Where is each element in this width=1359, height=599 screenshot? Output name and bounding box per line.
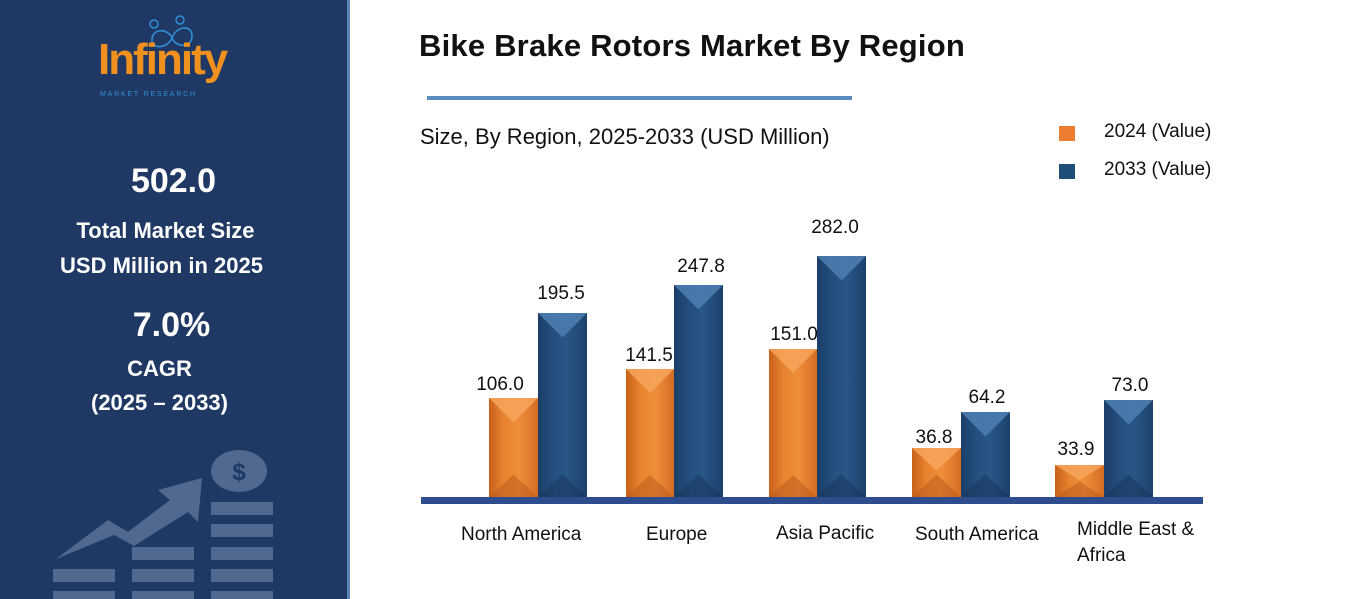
bar-2033-north-america [538, 313, 587, 497]
bar-2033-south-america [961, 412, 1010, 497]
value-label-2033-north-america: 195.5 [537, 283, 585, 304]
chart-title: Bike Brake Rotors Market By Region [419, 28, 966, 63]
x-tick-asia-pacific: Asia Pacific [776, 523, 875, 544]
market-size-label: Total Market Size [76, 218, 255, 243]
value-label-2033-europe: 247.8 [677, 256, 725, 277]
value-label-2024-europe: 141.5 [625, 345, 673, 366]
x-tick-north-america: North America [461, 524, 582, 545]
value-label-2033-middle-east-africa: 73.0 [1111, 375, 1149, 396]
cagr-label: CAGR [127, 356, 192, 381]
legend-swatch-2033 [1059, 164, 1075, 179]
logo-tagline: MARKET RESEARCH [100, 91, 197, 98]
legend-label-2033: 2033 (Value) [1104, 159, 1212, 180]
cagr-period: (2025 – 2033) [91, 390, 228, 415]
infinity-logo: Infinity MARKET RESEARCH [96, 14, 236, 98]
x-axis-line [421, 497, 1203, 504]
summary-panel: Infinity MARKET RESEARCH 502.0 Total Mar… [0, 0, 347, 599]
trend-arrow-icon [56, 478, 202, 559]
bar-2033-europe [674, 285, 723, 497]
bar-2024-north-america [489, 398, 538, 497]
bar-2024-europe [626, 369, 674, 497]
value-label-2024-asia-pacific: 151.0 [770, 324, 818, 345]
market-size-unit: USD Million in 2025 [60, 253, 263, 278]
title-underline [427, 96, 852, 100]
bar-2033-asia-pacific [817, 256, 866, 497]
dollar-coin-icon: $ [211, 450, 267, 492]
bar-2024-middle-east-africa [1055, 465, 1104, 497]
bar-2033-middle-east-africa [1104, 400, 1153, 497]
value-label-2024-middle-east-africa: 33.9 [1057, 439, 1095, 460]
x-tick-middle-east-africa-line1: Middle East & [1077, 519, 1195, 540]
value-label-2033-south-america: 64.2 [968, 387, 1006, 408]
x-tick-middle-east-africa-line2: Africa [1077, 545, 1126, 566]
panel-divider [347, 0, 350, 599]
value-label-2024-south-america: 36.8 [915, 427, 953, 448]
chart-subtitle: Size, By Region, 2025-2033 (USD Million) [420, 124, 830, 149]
value-label-2033-asia-pacific: 282.0 [811, 217, 859, 238]
cagr-value: 7.0% [132, 306, 211, 344]
bar-2024-south-america [912, 448, 961, 497]
bar-2024-asia-pacific [769, 349, 817, 497]
value-label-2024-north-america: 106.0 [476, 374, 524, 395]
legend-label-2024: 2024 (Value) [1104, 121, 1212, 142]
x-tick-europe: Europe [646, 524, 708, 545]
svg-text:$: $ [232, 459, 246, 486]
infinity-mark-icon [149, 15, 193, 48]
market-size-value: 502.0 [130, 162, 217, 200]
logo-wordmark: Infinity [98, 35, 228, 84]
x-tick-south-america: South America [915, 524, 1039, 545]
legend-swatch-2024 [1059, 126, 1075, 141]
